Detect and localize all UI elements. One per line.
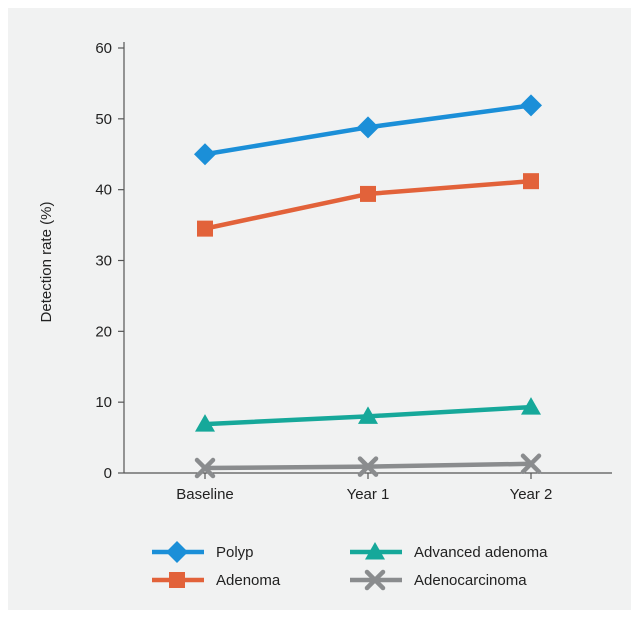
data-point-polyp [520,94,542,117]
data-point-adenocarcinoma [520,453,542,475]
y-tick-label: 60 [95,40,112,57]
series-polyp [194,94,542,166]
y-tick-label: 40 [95,182,112,199]
x-tick-label: Baseline [176,486,234,503]
data-point-adenocarcinoma [194,457,216,479]
y-axis: 0 10 20 30 40 50 60 [95,40,125,482]
series-adenocarcinoma [194,453,542,479]
data-point-advanced-adenoma [358,406,378,424]
legend-item-adenoma: Adenoma [152,572,281,589]
legend-marker [166,541,188,563]
y-tick-label: 10 [95,394,112,411]
marker-stroke [357,456,379,477]
data-point-polyp [357,116,379,139]
series-layer [194,94,542,479]
marker-stroke [194,457,216,479]
legend-marker [169,572,185,588]
series-advanced-adenoma [195,397,541,432]
y-tick-label: 50 [95,111,112,128]
data-point-adenocarcinoma [357,456,379,477]
y-axis-label: Detection rate (%) [38,202,55,323]
series-adenoma [197,173,539,237]
legend-label: Adenoma [216,572,281,589]
legend-marker [364,569,386,591]
y-tick-label: 20 [95,323,112,340]
data-point-polyp [194,143,216,166]
marker-stroke [364,569,386,591]
legend-label: Polyp [216,544,254,561]
data-point-adenoma [197,220,213,237]
legend: Polyp Adenoma Advanced adenoma Adenocarcino… [152,541,548,591]
marker-stroke [520,453,542,475]
y-tick-label: 0 [104,465,112,482]
x-tick-label: Year 2 [510,486,553,503]
x-tick-label: Year 1 [347,486,390,503]
legend-item-adenocarcinoma: Adenocarcinoma [350,569,527,591]
legend-marker [365,542,385,560]
x-axis: Baseline Year 1 Year 2 [124,472,612,503]
legend-label: Adenocarcinoma [414,572,527,589]
y-tick-label: 30 [95,253,112,270]
data-point-advanced-adenoma [521,397,541,415]
data-point-advanced-adenoma [195,414,215,432]
data-point-adenoma [360,185,376,202]
legend-item-advanced-adenoma: Advanced adenoma [350,542,548,561]
data-point-adenoma [523,173,539,190]
legend-item-polyp: Polyp [152,541,254,563]
legend-label: Advanced adenoma [414,544,548,561]
